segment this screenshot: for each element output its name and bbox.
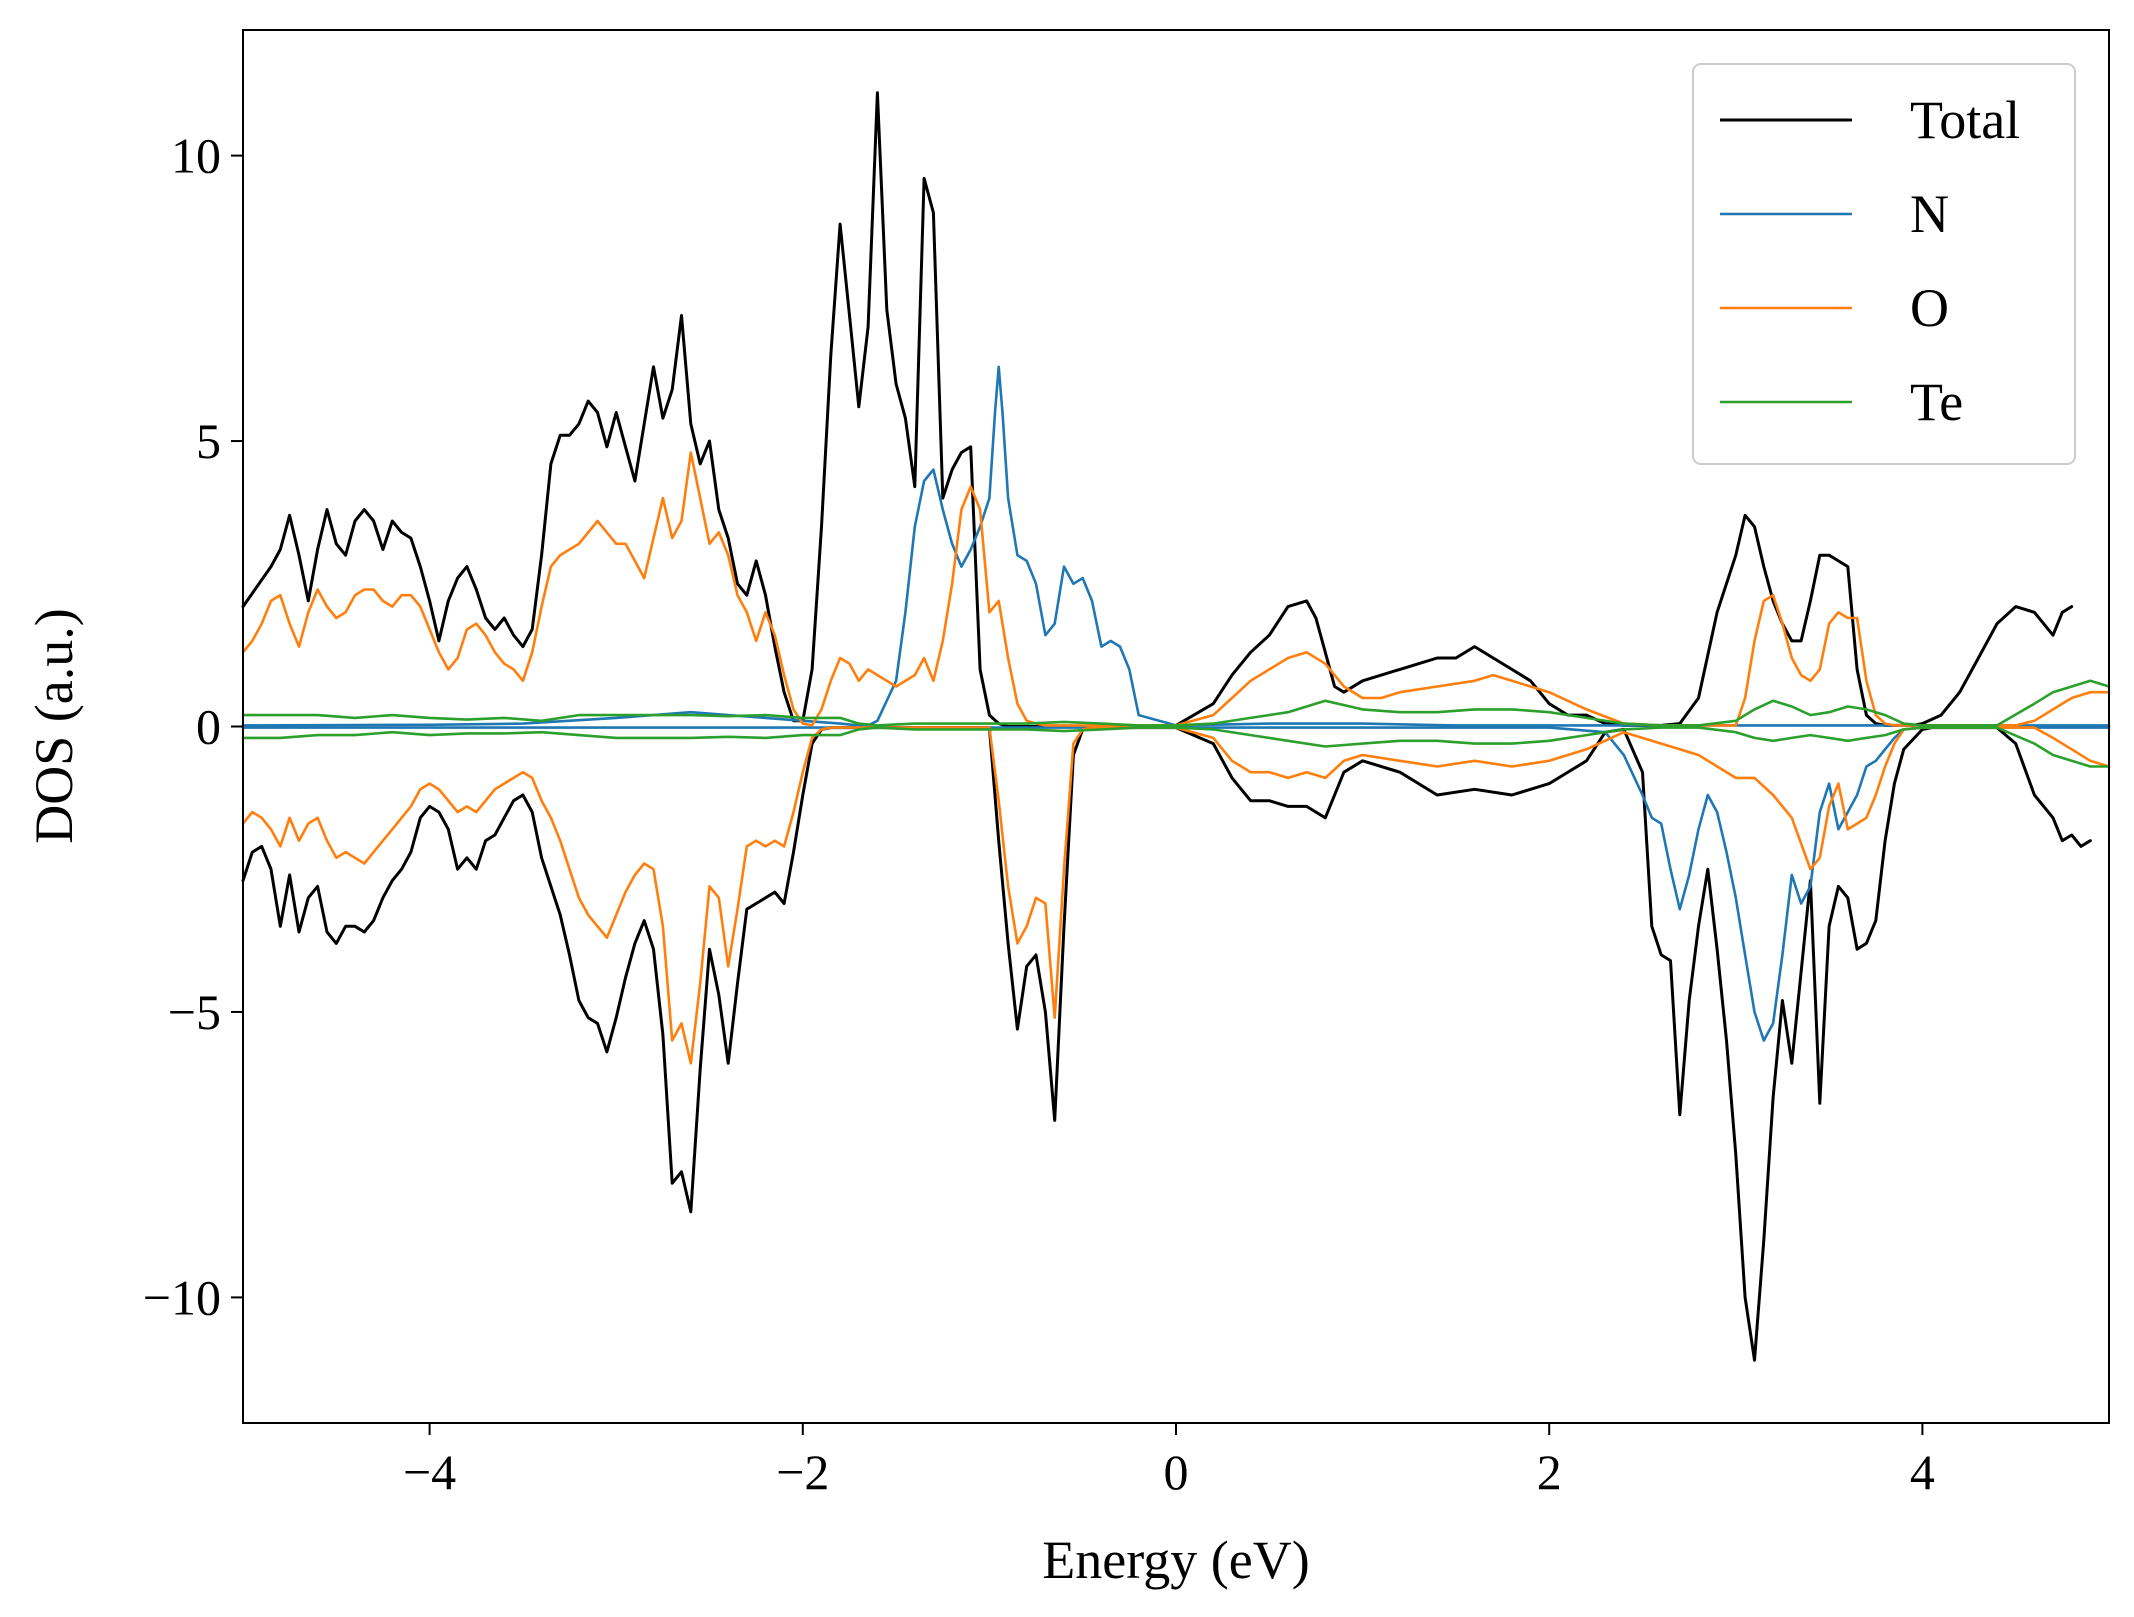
- x-tick-label: 0: [1164, 1444, 1189, 1500]
- legend-label-te: Te: [1910, 372, 1963, 432]
- series-n-up: [241, 365, 2111, 727]
- x-tick-label: −4: [403, 1444, 456, 1500]
- x-tick-label: 2: [1537, 1444, 1562, 1500]
- series-o-up: [241, 451, 2111, 727]
- series-te-down: [241, 726, 2111, 768]
- x-axis-title: Energy (eV): [1042, 1530, 1309, 1590]
- legend-box: [1692, 63, 2076, 465]
- series-total-up: [241, 91, 2074, 728]
- series-total-down: [241, 726, 2092, 1362]
- y-tick-label: 10: [171, 128, 221, 184]
- legend: Total NO Te: [1692, 63, 2076, 465]
- legend-label-total: Total: [1910, 90, 2020, 150]
- y-axis-title: DOS (a.u.): [24, 608, 84, 843]
- y-tick-label: −5: [168, 984, 221, 1040]
- y-tick-label: −10: [143, 1269, 221, 1325]
- y-tick-label: 0: [196, 699, 221, 755]
- series-te-up: [241, 679, 2111, 727]
- legend-label-o: O: [1910, 278, 1949, 338]
- legend-label-n: N: [1910, 184, 1949, 244]
- y-axis: −10 −5 0 5 10: [143, 128, 243, 1325]
- series-n-down: [241, 726, 2111, 1042]
- series-o-down: [241, 726, 2111, 1065]
- y-tick-label: 5: [196, 413, 221, 469]
- x-tick-label: −2: [776, 1444, 829, 1500]
- series-layer: [241, 91, 2111, 1362]
- x-axis: −4 −2 0 2 4: [403, 1423, 1935, 1500]
- x-tick-label: 4: [1910, 1444, 1935, 1500]
